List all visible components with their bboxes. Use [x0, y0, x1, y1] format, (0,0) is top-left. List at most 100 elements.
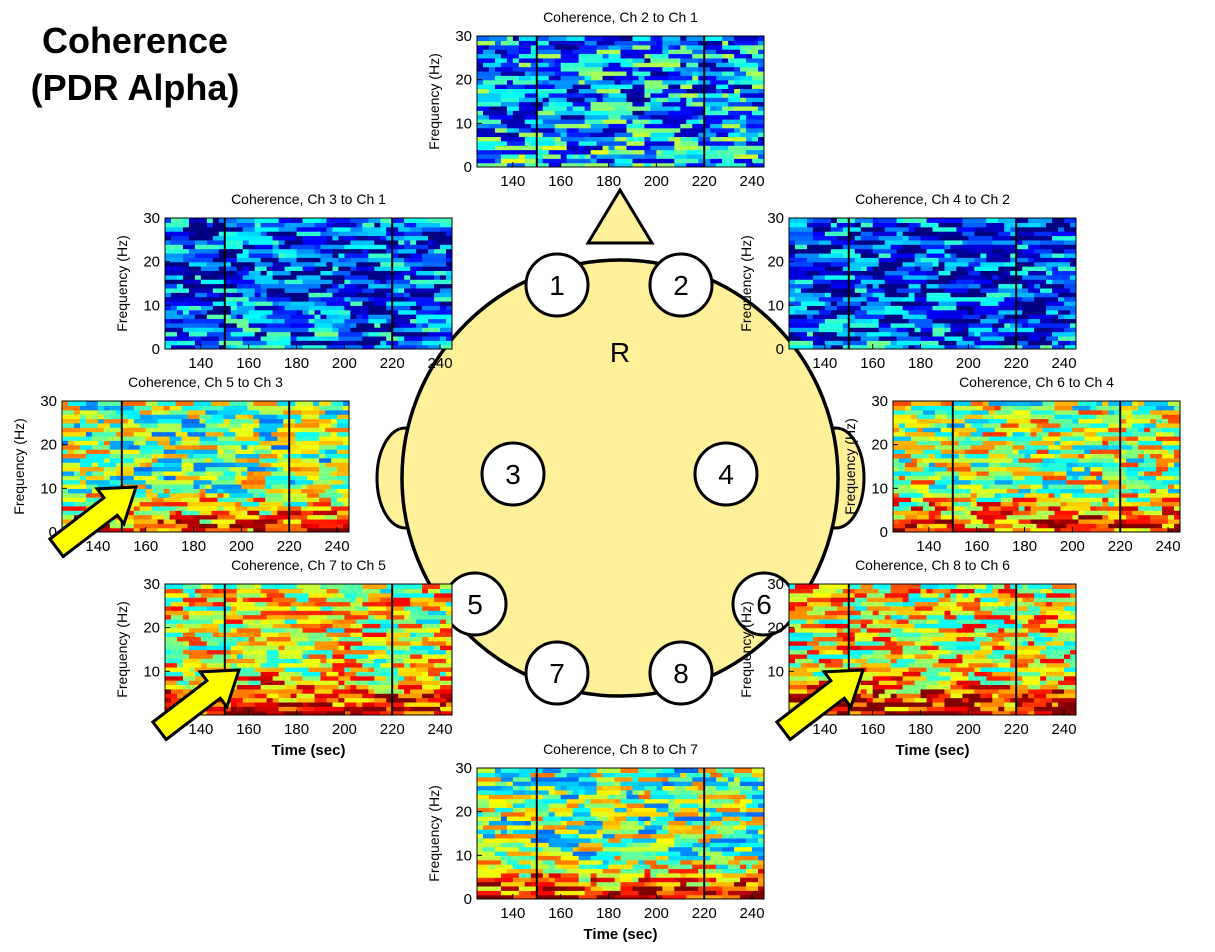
x-tick-label: 220: [1004, 355, 1029, 372]
electrode-3-label: 3: [505, 459, 521, 490]
x-tick-label: 140: [812, 721, 837, 738]
plot-frame: [476, 35, 765, 168]
plot-frame: [892, 400, 1181, 533]
x-tick-label: 140: [188, 355, 213, 372]
electrode-4-circle: [693, 441, 759, 507]
x-tick-label: 220: [380, 721, 405, 738]
x-tick-label: 220: [1108, 538, 1133, 555]
y-tick-label: 30: [455, 760, 472, 777]
panel-title: Coherence, Ch 6 to Ch 4: [959, 374, 1114, 390]
x-tick-label: 240: [1052, 721, 1077, 738]
y-tick-label: 10: [143, 663, 160, 680]
y-tick-label: 20: [455, 72, 472, 89]
electrode-8-circle: [648, 640, 714, 706]
y-tick-label: 0: [49, 524, 57, 541]
y-tick-label: 0: [880, 524, 888, 541]
y-axis-label: Frequency (Hz): [114, 601, 130, 697]
x-tick-label: 240: [1052, 355, 1077, 372]
spectrogram-panel-7: 140 160 180 200 220 240 10 20 30 Coherence, Ch 8 …: [738, 557, 1077, 759]
x-tick-label: 180: [181, 538, 206, 555]
y-tick-label: 10: [871, 480, 888, 497]
highlight-arrow-icon: [47, 485, 139, 559]
x-tick-label: 240: [740, 173, 765, 190]
electrode-3-circle: [480, 441, 546, 507]
highlight-arrow-icon: [774, 668, 866, 742]
electrode-2-circle: [648, 252, 714, 318]
y-tick-label: 0: [464, 891, 472, 908]
y-tick-label: 10: [767, 297, 784, 314]
y-tick-label: 20: [40, 437, 57, 454]
x-tick-label: 220: [380, 355, 405, 372]
electrode-4-label: 4: [718, 459, 734, 490]
spectrogram-panel-2: 140 160 180 200 220 240 0 10 20 30 Coherence, Ch 3…: [114, 191, 453, 372]
x-tick-label: 200: [644, 173, 669, 190]
x-tick-label: 180: [596, 173, 621, 190]
plot-frame: [476, 767, 765, 900]
y-tick-label: 30: [767, 210, 784, 227]
y-tick-label: 0: [776, 341, 784, 358]
x-tick-label: 140: [85, 538, 110, 555]
y-tick-label: 10: [767, 663, 784, 680]
x-tick-label: 180: [908, 721, 933, 738]
y-tick-label: 30: [143, 576, 160, 593]
x-tick-label: 160: [860, 355, 885, 372]
y-tick-label: 10: [455, 847, 472, 864]
y-axis-label: Frequency (Hz): [842, 418, 858, 514]
electrode-7-label: 7: [549, 658, 565, 689]
spectrogram-panel-4: 140 160 180 200 220 240 0 10 20 30 Coherence, Ch 5…: [11, 374, 350, 559]
spectrogram-panel-6: 140 160 180 200 220 240 10 20 30 Coherence, Ch 7 …: [114, 557, 453, 759]
x-tick-label: 220: [692, 173, 717, 190]
y-axis-label: Frequency (Hz): [738, 601, 754, 697]
x-axis-label: Time (sec): [896, 742, 970, 759]
x-tick-label: 240: [740, 905, 765, 922]
y-tick-label: 0: [152, 341, 160, 358]
head-outline: [400, 258, 840, 698]
panel-title: Coherence, Ch 2 to Ch 1: [543, 9, 698, 25]
y-axis-label: Frequency (Hz): [426, 53, 442, 149]
electrode-6-label: 6: [756, 589, 772, 620]
y-tick-label: 30: [455, 28, 472, 45]
spectrogram-panel-8: 140 160 180 200 220 240 0 10 20 30 Coherence, Ch 8…: [426, 741, 765, 943]
x-tick-label: 200: [332, 721, 357, 738]
x-tick-label: 200: [956, 721, 981, 738]
plot-frame: [164, 583, 453, 716]
y-axis-label: Frequency (Hz): [114, 235, 130, 331]
x-tick-label: 200: [1060, 538, 1085, 555]
x-tick-label: 200: [644, 905, 669, 922]
x-tick-label: 200: [956, 355, 981, 372]
heatmap-cells: [789, 218, 1076, 349]
x-tick-label: 160: [860, 721, 885, 738]
panel-title: Coherence, Ch 8 to Ch 6: [855, 557, 1010, 573]
x-tick-label: 160: [548, 173, 573, 190]
panel-title: Coherence, Ch 3 to Ch 1: [231, 191, 386, 207]
y-axis-label: Frequency (Hz): [11, 418, 27, 514]
y-tick-label: 30: [143, 210, 160, 227]
x-tick-label: 180: [908, 355, 933, 372]
head-side-label: R: [610, 337, 630, 368]
y-tick-label: 20: [871, 437, 888, 454]
x-tick-label: 240: [325, 538, 350, 555]
figure-title-line-2: (PDR Alpha): [31, 67, 240, 108]
x-tick-label: 240: [1156, 538, 1181, 555]
x-tick-label: 180: [596, 905, 621, 922]
x-tick-label: 200: [229, 538, 254, 555]
plot-frame: [61, 400, 350, 533]
heatmap-cells: [789, 584, 1076, 715]
spectrogram-panel-1: 140 160 180 200 220 240 0 10 20 30 Coherence, Ch 2…: [426, 9, 765, 190]
y-tick-label: 20: [767, 254, 784, 271]
spectrogram-panel-3: 140 160 180 200 220 240 0 10 20 30 Coherence, Ch 4…: [738, 191, 1077, 372]
y-axis-label: Frequency (Hz): [738, 235, 754, 331]
y-tick-label: 10: [455, 115, 472, 132]
x-axis-label: Time (sec): [584, 926, 658, 943]
x-tick-label: 140: [500, 173, 525, 190]
x-tick-label: 180: [1012, 538, 1037, 555]
x-tick-label: 160: [548, 905, 573, 922]
figure-title-line-1: Coherence: [42, 20, 228, 61]
y-tick-label: 10: [143, 297, 160, 314]
x-tick-label: 160: [964, 538, 989, 555]
head-diagram: R 1 2 3 4 5 6 7 8: [375, 187, 866, 706]
y-tick-label: 20: [767, 620, 784, 637]
heatmap-cells: [165, 584, 452, 715]
x-tick-label: 240: [428, 355, 453, 372]
x-tick-label: 160: [236, 721, 261, 738]
